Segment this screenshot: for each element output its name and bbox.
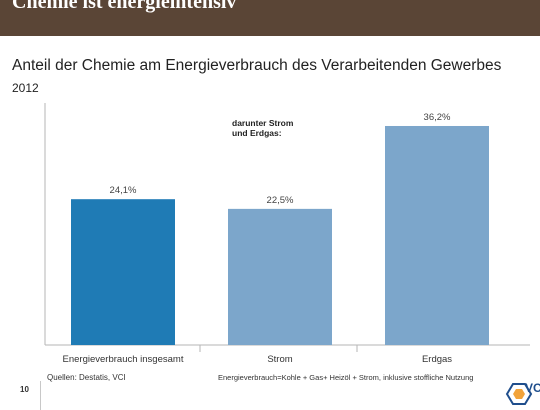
bar bbox=[228, 208, 332, 345]
chart-subtitle: 2012 bbox=[12, 81, 39, 95]
vci-hexagon-mark bbox=[505, 383, 533, 405]
footnote: Energieverbrauch=Kohle + Gas+ Heizöl + S… bbox=[218, 373, 474, 382]
category-label-group: Energieverbrauch insgesamt Strom Erdgas bbox=[63, 354, 453, 365]
annotation-line: darunter Strom bbox=[232, 118, 294, 128]
annotation-line: und Erdgas: bbox=[232, 128, 282, 138]
bar-value-label: 36,2% bbox=[424, 112, 451, 123]
bar-group bbox=[71, 125, 489, 346]
bar bbox=[385, 125, 489, 346]
vci-logo-text: VCI bbox=[525, 381, 540, 395]
x-tick-label: Erdgas bbox=[422, 354, 452, 365]
x-tick-label: Strom bbox=[267, 354, 292, 365]
vci-logo: VCI bbox=[505, 381, 540, 405]
bar-value-label: 24,1% bbox=[110, 185, 137, 196]
page-number: 10 bbox=[20, 385, 29, 394]
x-tick-label: Energieverbrauch insgesamt bbox=[63, 354, 184, 365]
header-bar: Chemie ist energieintensiv bbox=[0, 0, 540, 36]
bar-chart: 24,1% 22,5% 36,2% Energieverbrauch insgesa… bbox=[44, 103, 530, 365]
header-title: Chemie ist energieintensiv bbox=[12, 0, 237, 13]
bar-value-label: 22,5% bbox=[267, 195, 294, 206]
chart-title: Anteil der Chemie am Energieverbrauch de… bbox=[12, 57, 502, 74]
value-label-group: 24,1% 22,5% 36,2% bbox=[110, 112, 451, 206]
bar bbox=[71, 199, 175, 345]
page-side-rule bbox=[40, 381, 41, 410]
source-note: Quellen: Destatis, VCI bbox=[47, 373, 126, 382]
